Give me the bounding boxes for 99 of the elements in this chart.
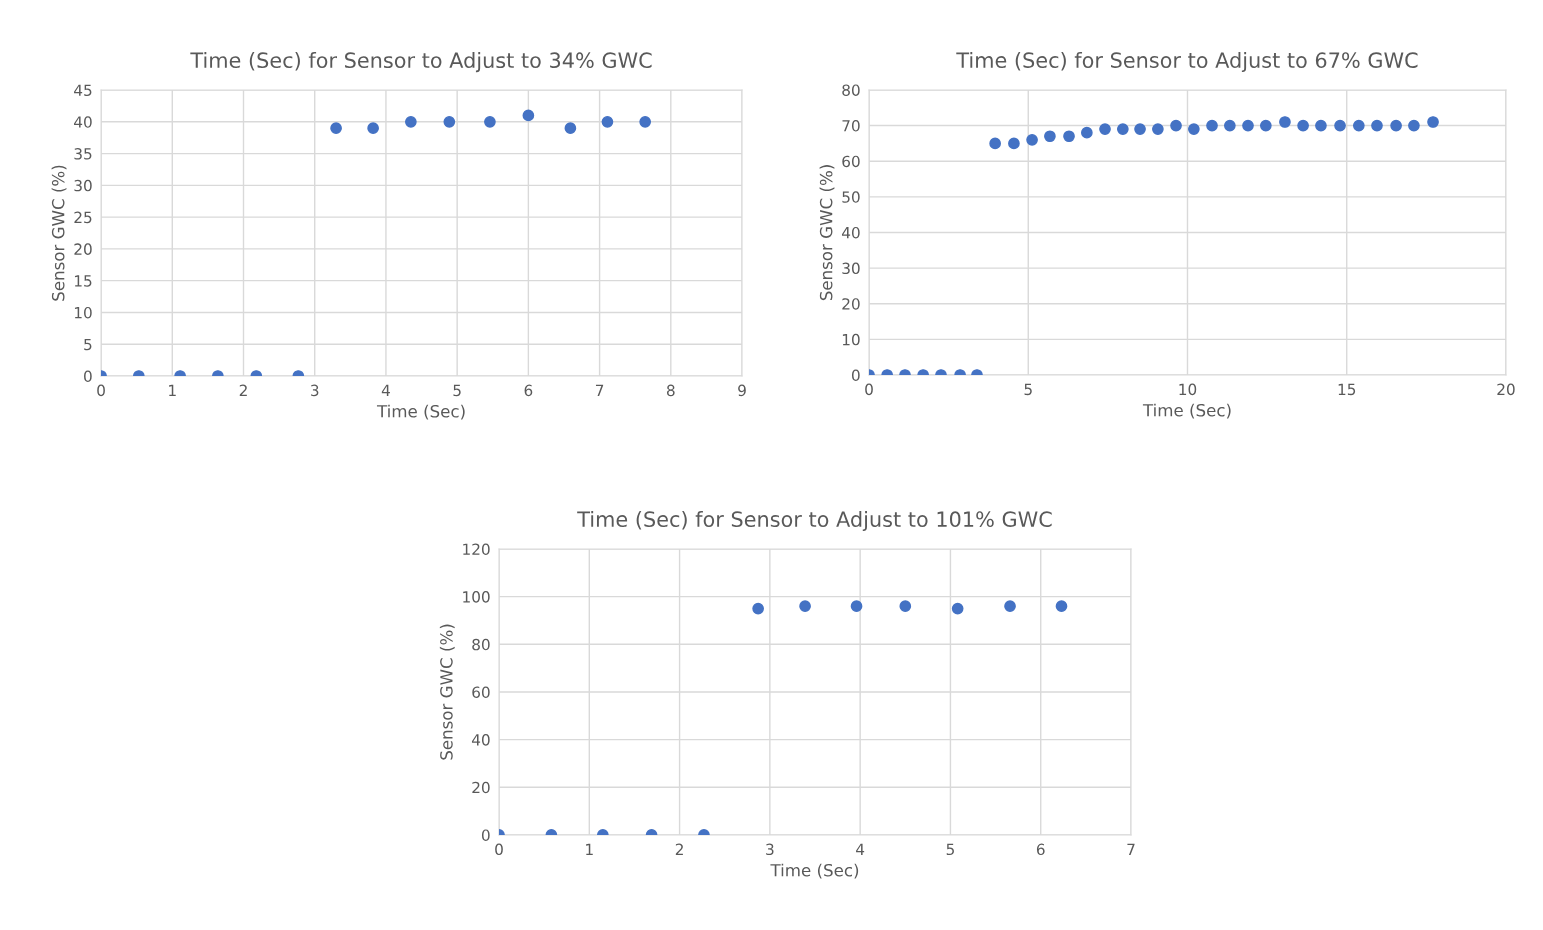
y-tick-label: 45 xyxy=(74,84,92,97)
y-tick-label: 15 xyxy=(74,275,92,287)
y-tick-label: 100 xyxy=(463,591,490,603)
y-tick-label: 20 xyxy=(842,298,860,310)
point xyxy=(443,115,456,128)
y-tick-label: 35 xyxy=(74,148,92,160)
point xyxy=(1315,119,1327,132)
x-tick-label: 1 xyxy=(169,384,176,396)
point xyxy=(1390,119,1402,132)
chart-title: Time (Sec) for Sensor to Adjust to 101% GWC xyxy=(577,510,1052,532)
point xyxy=(1352,119,1365,132)
x-tick-label: 1 xyxy=(586,843,593,855)
point xyxy=(330,122,342,134)
point xyxy=(899,600,912,613)
point xyxy=(1206,119,1218,132)
point xyxy=(1408,119,1420,132)
x-tick-label: 8 xyxy=(666,384,675,397)
y-tick-label: 0 xyxy=(84,370,92,383)
point xyxy=(1044,130,1056,143)
y-tick-label: 60 xyxy=(842,155,860,168)
x-tick-label: 15 xyxy=(1338,383,1356,396)
point xyxy=(405,115,417,128)
point xyxy=(1188,123,1200,135)
point xyxy=(484,115,496,128)
x-tick-label: 0 xyxy=(97,384,105,397)
point xyxy=(564,122,577,134)
x-tick-label: 3 xyxy=(311,384,319,397)
point xyxy=(799,600,811,613)
point xyxy=(1055,600,1068,613)
x-tick-label: 10 xyxy=(1179,383,1197,396)
x-tick-label: 5 xyxy=(453,384,461,397)
point xyxy=(1242,119,1254,132)
y-tick-label: 25 xyxy=(74,211,92,224)
x-tick-label: 7 xyxy=(595,384,604,396)
point xyxy=(601,115,614,128)
point xyxy=(1259,119,1272,132)
y-axis-title: Sensor GWC (%) xyxy=(51,165,67,301)
y-tick-label: 60 xyxy=(472,686,490,698)
point xyxy=(1008,137,1020,150)
x-tick-label: 2 xyxy=(239,384,247,396)
point xyxy=(639,115,652,128)
x-tick-label: 5 xyxy=(1024,383,1032,396)
x-tick-label: 9 xyxy=(738,384,746,397)
point xyxy=(1026,133,1038,146)
x-tick-label: 0 xyxy=(865,383,873,396)
x-tick-label: 6 xyxy=(1036,843,1045,856)
y-tick-label: 40 xyxy=(841,226,860,239)
point xyxy=(1371,119,1383,132)
point xyxy=(1152,123,1164,135)
x-tick-label: 0 xyxy=(495,843,503,856)
x-axis-title: Time (Sec) xyxy=(1142,403,1231,419)
point xyxy=(1099,123,1111,135)
y-tick-label: 10 xyxy=(842,333,860,346)
point xyxy=(367,122,379,134)
y-tick-label: 40 xyxy=(74,116,92,128)
chart-title: Time (Sec) for Sensor to Adjust to 67% GWC xyxy=(956,51,1418,73)
point xyxy=(1279,116,1291,128)
point xyxy=(1297,119,1309,132)
point xyxy=(1334,119,1346,132)
y-tick-label: 10 xyxy=(74,306,92,319)
point xyxy=(1063,130,1075,143)
x-tick-label: 5 xyxy=(946,843,954,856)
point xyxy=(1134,123,1146,135)
y-tick-label: 0 xyxy=(851,369,860,381)
x-axis-title: Time (Sec) xyxy=(376,404,465,420)
x-axis-title: Time (Sec) xyxy=(770,863,859,879)
point xyxy=(989,137,1001,150)
chart-title: Time (Sec) for Sensor to Adjust to 34% GWC xyxy=(190,51,652,73)
point xyxy=(522,109,535,122)
point xyxy=(1081,126,1093,139)
x-tick-label: 20 xyxy=(1497,383,1515,396)
x-tick-label: 4 xyxy=(856,843,865,855)
x-tick-label: 6 xyxy=(524,384,533,397)
y-tick-label: 80 xyxy=(472,638,490,651)
y-tick-label: 30 xyxy=(842,262,860,275)
point xyxy=(1170,119,1182,132)
point xyxy=(951,602,964,615)
y-tick-label: 70 xyxy=(842,120,860,132)
y-tick-label: 80 xyxy=(842,84,860,96)
x-tick-label: 4 xyxy=(381,384,390,396)
y-tick-label: 120 xyxy=(463,543,490,555)
y-axis-title: Sensor GWC (%) xyxy=(819,165,835,301)
y-tick-label: 20 xyxy=(74,243,92,255)
point xyxy=(1004,600,1016,613)
y-tick-label: 30 xyxy=(74,179,92,192)
point xyxy=(1427,116,1439,128)
y-tick-label: 50 xyxy=(842,191,860,203)
y-tick-label: 20 xyxy=(472,781,490,794)
y-tick-label: 40 xyxy=(471,734,490,746)
point xyxy=(850,600,863,613)
y-tick-label: 5 xyxy=(84,338,92,351)
point xyxy=(1224,119,1236,132)
y-tick-label: 0 xyxy=(481,829,490,841)
point xyxy=(1116,123,1129,135)
y-axis-title: Sensor GWC (%) xyxy=(439,624,455,760)
point xyxy=(752,602,764,615)
x-tick-label: 7 xyxy=(1127,843,1135,855)
x-tick-label: 3 xyxy=(766,843,774,856)
x-tick-label: 2 xyxy=(675,843,683,855)
